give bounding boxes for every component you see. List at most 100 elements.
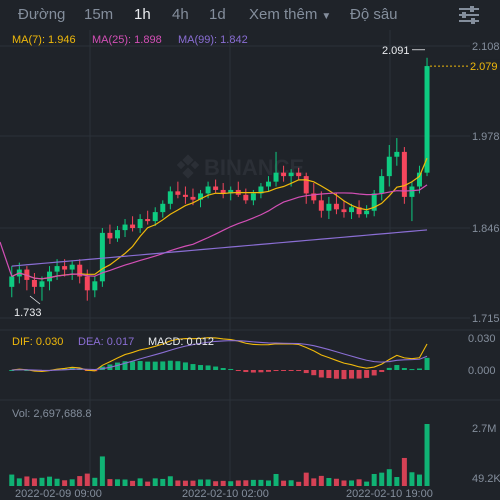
macd-histogram-bar bbox=[228, 368, 234, 370]
candle-body bbox=[379, 176, 385, 194]
macd-histogram-bar bbox=[114, 362, 120, 370]
candle-body bbox=[114, 230, 120, 239]
volume-bar bbox=[69, 479, 75, 486]
candle-body bbox=[394, 151, 400, 157]
ma25-line-edge bbox=[0, 241, 13, 277]
macd-histogram-bar bbox=[318, 370, 324, 378]
volume-bar bbox=[288, 480, 294, 486]
volume-bar bbox=[114, 479, 120, 486]
macd-histogram-bar bbox=[326, 370, 332, 379]
volume-bar bbox=[243, 480, 249, 486]
candle-body bbox=[326, 203, 332, 211]
interval-toolbar: Đường 15m 1h 4h 1d Xem thêm ▼ Độ sâu bbox=[0, 0, 500, 30]
ma25-label: MA(25): 1.898 bbox=[92, 34, 162, 46]
candle-body bbox=[243, 194, 249, 201]
candle-body bbox=[84, 276, 90, 291]
candle-body bbox=[303, 176, 309, 194]
ma7-label: MA(7): 1.946 bbox=[12, 34, 76, 46]
tab-15m[interactable]: 15m bbox=[84, 6, 114, 23]
macd-histogram-bar bbox=[213, 366, 219, 370]
chevron-down-icon: ▼ bbox=[321, 11, 332, 22]
volume-axis-label: 2.7M bbox=[472, 423, 496, 435]
macd-histogram-bar bbox=[190, 364, 196, 370]
ma7-line bbox=[11, 157, 428, 280]
tab-1h[interactable]: 1h bbox=[134, 6, 151, 23]
volume-bar bbox=[39, 477, 45, 486]
volume-bar bbox=[318, 475, 324, 486]
tab-1d[interactable]: 1d bbox=[209, 6, 226, 23]
candle-body bbox=[130, 224, 136, 229]
volume-label: Vol: 2,697,688.8 bbox=[12, 408, 92, 420]
candle-body bbox=[296, 172, 302, 177]
macd-label: MACD: 0.012 bbox=[148, 336, 215, 348]
candle-body bbox=[416, 172, 422, 187]
volume-bar bbox=[311, 478, 317, 486]
axes: 2.108 1.978 1.846 1.715 2.079 2.091 1.733 2022-… bbox=[14, 41, 500, 500]
volume-bar bbox=[190, 480, 196, 486]
watermark-text: BINANCE bbox=[204, 155, 304, 180]
candle-body bbox=[190, 196, 196, 200]
candle-body bbox=[356, 207, 362, 215]
ma99-label: MA(99): 1.842 bbox=[178, 34, 248, 46]
candle-body bbox=[281, 172, 287, 177]
volume-bar bbox=[379, 472, 385, 486]
macd-histogram-bar bbox=[145, 361, 151, 370]
volume-bar bbox=[54, 478, 60, 486]
candle-body bbox=[107, 232, 113, 239]
volume-bar bbox=[228, 481, 234, 486]
candle-body bbox=[145, 219, 151, 222]
macd-histogram-bar bbox=[296, 370, 302, 371]
price-axis-label: 1.846 bbox=[472, 223, 500, 235]
volume-bar bbox=[24, 476, 30, 486]
macd-histogram-bar bbox=[288, 370, 294, 371]
low-price-marker bbox=[29, 295, 41, 305]
tab-line[interactable]: Đường bbox=[18, 6, 66, 23]
tab-depth[interactable]: Độ sâu bbox=[350, 6, 398, 23]
candle-body bbox=[250, 193, 256, 201]
tab-more-label: Xem thêm bbox=[249, 6, 318, 23]
candle-body bbox=[258, 186, 264, 194]
candle-body bbox=[409, 186, 415, 197]
volume-bar bbox=[281, 480, 287, 486]
volume-bar bbox=[167, 476, 173, 486]
volume-bar bbox=[198, 479, 204, 486]
candle-body bbox=[401, 151, 407, 197]
volume-bar bbox=[31, 478, 37, 486]
macd-histogram-bar bbox=[333, 370, 339, 379]
macd-histogram-bar bbox=[130, 361, 136, 370]
binance-watermark: BINANCE bbox=[176, 154, 304, 180]
candle-body bbox=[77, 264, 83, 277]
macd-histogram-bar bbox=[273, 370, 279, 371]
candle-body bbox=[152, 212, 158, 222]
volume-bar bbox=[130, 480, 136, 486]
macd-histogram-bar bbox=[341, 370, 347, 380]
candle-body bbox=[167, 191, 173, 204]
macd-histogram-bar bbox=[198, 365, 204, 370]
sliders-icon[interactable] bbox=[456, 4, 482, 26]
tab-4h[interactable]: 4h bbox=[172, 6, 189, 23]
low-price-label: 1.733 bbox=[14, 307, 42, 319]
volume-bar bbox=[401, 457, 407, 486]
volume-bar bbox=[92, 477, 98, 486]
candle-body bbox=[137, 219, 143, 229]
dif-line bbox=[11, 337, 428, 373]
volume-bar bbox=[62, 480, 68, 486]
candle-body bbox=[273, 172, 279, 182]
volume-bar bbox=[137, 478, 143, 486]
macd-histogram-bar bbox=[364, 370, 370, 378]
volume-bar bbox=[220, 480, 226, 486]
high-price-label: 2.091 bbox=[382, 45, 410, 57]
last-price-tag bbox=[468, 59, 500, 74]
price-axis-label: 1.715 bbox=[472, 313, 500, 325]
volume-bar bbox=[16, 478, 22, 486]
dea-label: DEA: 0.017 bbox=[78, 336, 135, 348]
volume-bar bbox=[273, 473, 279, 486]
tab-more[interactable]: Xem thêm ▼ bbox=[249, 6, 331, 23]
volume-panel: 2.7M 49.2K bbox=[9, 423, 500, 486]
macd-histogram-bar bbox=[9, 370, 15, 371]
candle-body bbox=[288, 172, 294, 177]
volume-bar bbox=[265, 480, 271, 486]
candle-body bbox=[424, 66, 430, 173]
macd-histogram-bar bbox=[175, 361, 181, 370]
